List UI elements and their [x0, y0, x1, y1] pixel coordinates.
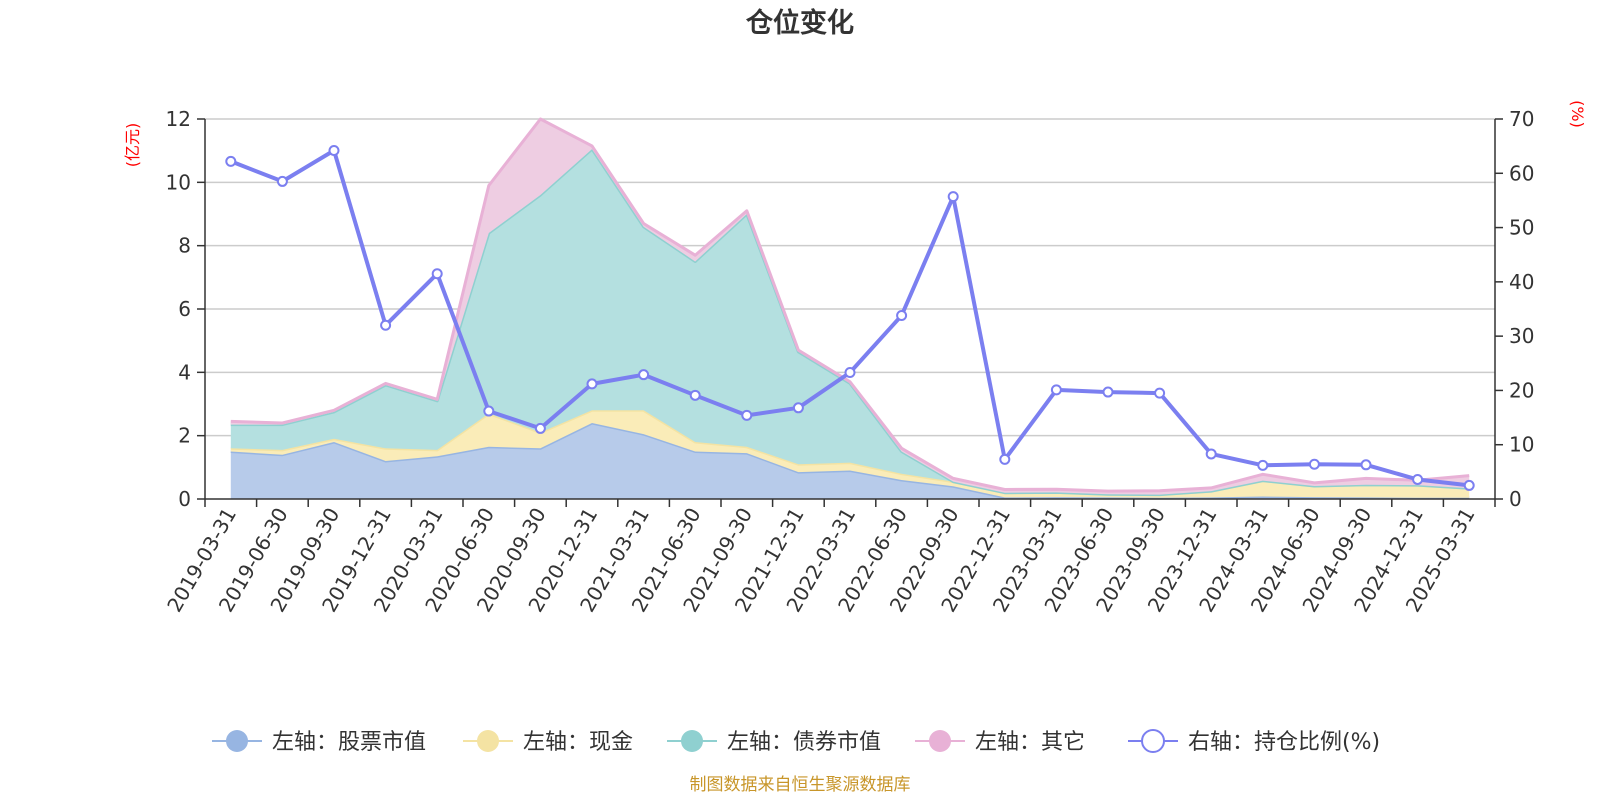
ratio-point[interactable] [276, 175, 288, 187]
right-tick-label: 70 [1509, 107, 1534, 131]
ratio-point[interactable] [638, 369, 650, 381]
ratio-point[interactable] [1257, 459, 1269, 471]
ratio-point[interactable] [1412, 473, 1424, 485]
legend-label: 左轴：债券市值 [727, 730, 881, 755]
ratio-point[interactable] [1050, 384, 1062, 396]
legend-swatch [929, 730, 951, 752]
ratio-point[interactable] [431, 268, 443, 280]
area-series [230, 117, 1470, 500]
legend-label: 左轴：其它 [975, 730, 1085, 755]
ratio-point[interactable] [1102, 386, 1114, 398]
legend-item[interactable]: 左轴：现金 [463, 730, 633, 755]
axes: 0246810120102030405060702019-03-312019-0… [162, 107, 1534, 616]
area-fill [230, 423, 1470, 499]
ratio-point[interactable] [689, 389, 701, 401]
ratio-line-series [225, 144, 1475, 491]
legend-swatch [681, 730, 703, 752]
ratio-point[interactable] [1154, 387, 1166, 399]
left-tick-label: 4 [178, 360, 191, 384]
ratio-point[interactable] [844, 367, 856, 379]
legend-swatch [477, 730, 499, 752]
left-tick-label: 0 [178, 487, 191, 511]
right-tick-label: 20 [1509, 378, 1534, 402]
ratio-point[interactable] [328, 144, 340, 156]
gridlines [205, 118, 1495, 437]
right-tick-label: 40 [1509, 270, 1534, 294]
ratio-point[interactable] [534, 422, 546, 434]
legend-item[interactable]: 左轴：债券市值 [667, 730, 881, 755]
legend-swatch [1141, 729, 1165, 753]
ratio-point[interactable] [1463, 479, 1475, 491]
ratio-point[interactable] [999, 453, 1011, 465]
legend[interactable]: 左轴：股票市值 左轴：现金 左轴：债券市值 左轴：其它 右轴：持仓比例(%) [212, 729, 1380, 755]
right-tick-label: 30 [1509, 324, 1534, 348]
right-axis-unit: (%) [1568, 100, 1587, 128]
ratio-point[interactable] [1308, 458, 1320, 470]
area-fill [230, 410, 1470, 498]
area-edge [230, 117, 1470, 493]
legend-swatch [226, 730, 248, 752]
right-tick-label: 10 [1509, 433, 1534, 457]
left-tick-label: 8 [178, 234, 191, 258]
ratio-point[interactable] [1205, 448, 1217, 460]
legend-item[interactable]: 左轴：其它 [915, 730, 1085, 755]
left-tick-label: 6 [178, 297, 191, 321]
ratio-point[interactable] [225, 155, 237, 167]
ratio-point[interactable] [483, 405, 495, 417]
right-tick-label: 50 [1509, 216, 1534, 240]
left-tick-label: 10 [166, 170, 191, 194]
left-tick-label: 2 [178, 424, 191, 448]
ratio-point[interactable] [947, 191, 959, 203]
ratio-point[interactable] [896, 310, 908, 322]
left-axis-unit: (亿元) [123, 123, 142, 168]
legend-label: 右轴：持仓比例(%) [1188, 730, 1380, 755]
right-tick-label: 60 [1509, 161, 1534, 185]
legend-label: 左轴：现金 [523, 730, 633, 755]
right-tick-label: 0 [1509, 487, 1522, 511]
ratio-point[interactable] [1360, 459, 1372, 471]
legend-item[interactable]: 右轴：持仓比例(%) [1128, 729, 1380, 755]
ratio-point[interactable] [586, 378, 598, 390]
ratio-point[interactable] [741, 409, 753, 421]
area-fill [230, 149, 1470, 495]
source-note: 制图数据来自恒生聚源数据库 [690, 775, 911, 795]
left-tick-label: 12 [166, 107, 191, 131]
chart-title: 仓位变化 [745, 7, 854, 39]
ratio-point[interactable] [380, 319, 392, 331]
ratio-point[interactable] [792, 402, 804, 414]
legend-label: 左轴：股票市值 [272, 730, 426, 755]
legend-item[interactable]: 左轴：股票市值 [212, 730, 426, 755]
